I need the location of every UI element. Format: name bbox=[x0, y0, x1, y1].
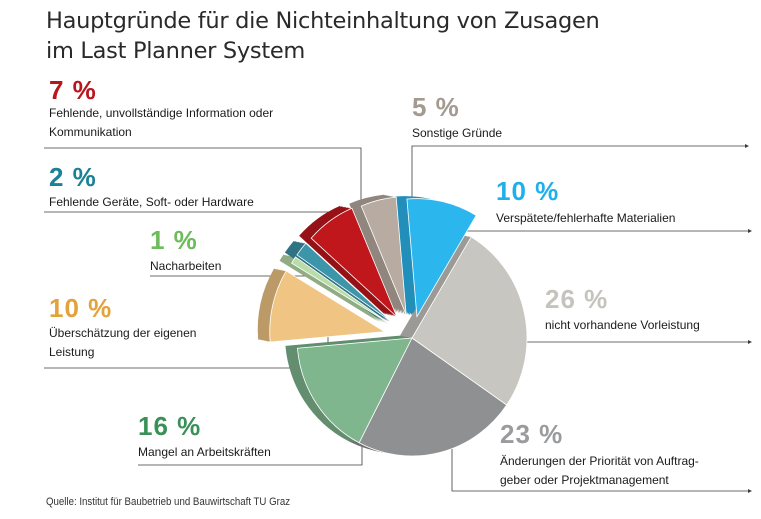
pct-label-sonstige: 5 % bbox=[412, 92, 460, 122]
slice-geraete bbox=[296, 242, 392, 323]
leader-arrow-3 bbox=[748, 489, 752, 493]
pct-label-geraete: 2 % bbox=[49, 162, 97, 192]
slice-ueberschaetzung bbox=[269, 270, 386, 343]
label-nacharbeiten: Nacharbeiten bbox=[150, 259, 222, 273]
pct-label-materialien: 10 % bbox=[496, 176, 560, 206]
label-materialien: Verspätete/fehlerhafte Materialien bbox=[496, 211, 676, 225]
slice-prioritaet bbox=[358, 337, 508, 457]
leader-lines bbox=[44, 144, 752, 493]
pie-slices bbox=[269, 196, 528, 457]
pct-label-vorleistung: 26 % bbox=[545, 284, 609, 314]
pct-label-nacharbeiten: 1 % bbox=[150, 225, 198, 255]
title-line-2: im Last Planner System bbox=[46, 38, 306, 64]
slice-arbeitskraefte bbox=[297, 337, 413, 444]
label-geraete: Fehlende Geräte, Soft- oder Hardware bbox=[49, 195, 254, 209]
slice-information bbox=[310, 207, 398, 318]
label-arbeitskraefte: Mangel an Arbeitskräften bbox=[138, 445, 271, 459]
label-ueberschaetzung: Überschätzung der eigenen Leistung bbox=[49, 326, 197, 359]
leader-arrow-1 bbox=[748, 229, 752, 233]
label-prioritaet: Änderungen der Priorität von Auftrag- ge… bbox=[500, 454, 699, 487]
slice-sonstige bbox=[360, 196, 407, 315]
label-sonstige: Sonstige Gründe bbox=[412, 126, 503, 140]
leader-arrow-2 bbox=[748, 340, 752, 344]
pct-label-information: 7 % bbox=[49, 75, 97, 105]
label-information: Fehlende, unvollständige Information ode… bbox=[49, 106, 274, 139]
slice-nacharbeiten bbox=[291, 256, 391, 325]
slice-vorleistung bbox=[411, 236, 528, 406]
label-vorleistung: nicht vorhandene Vorleistung bbox=[545, 318, 700, 332]
pct-label-arbeitskraefte: 16 % bbox=[138, 411, 202, 441]
pct-label-ueberschaetzung: 10 % bbox=[49, 293, 113, 323]
slice-materialien bbox=[406, 198, 477, 318]
pct-label-prioritaet: 23 % bbox=[500, 419, 564, 449]
leader-arrow-0 bbox=[745, 144, 749, 148]
chart-title: Hauptgründe für die Nichteinhaltung von … bbox=[46, 6, 600, 66]
source-note: Quelle: Institut für Baubetrieb und Bauw… bbox=[46, 496, 291, 508]
title-line-1: Hauptgründe für die Nichteinhaltung von … bbox=[46, 8, 600, 34]
